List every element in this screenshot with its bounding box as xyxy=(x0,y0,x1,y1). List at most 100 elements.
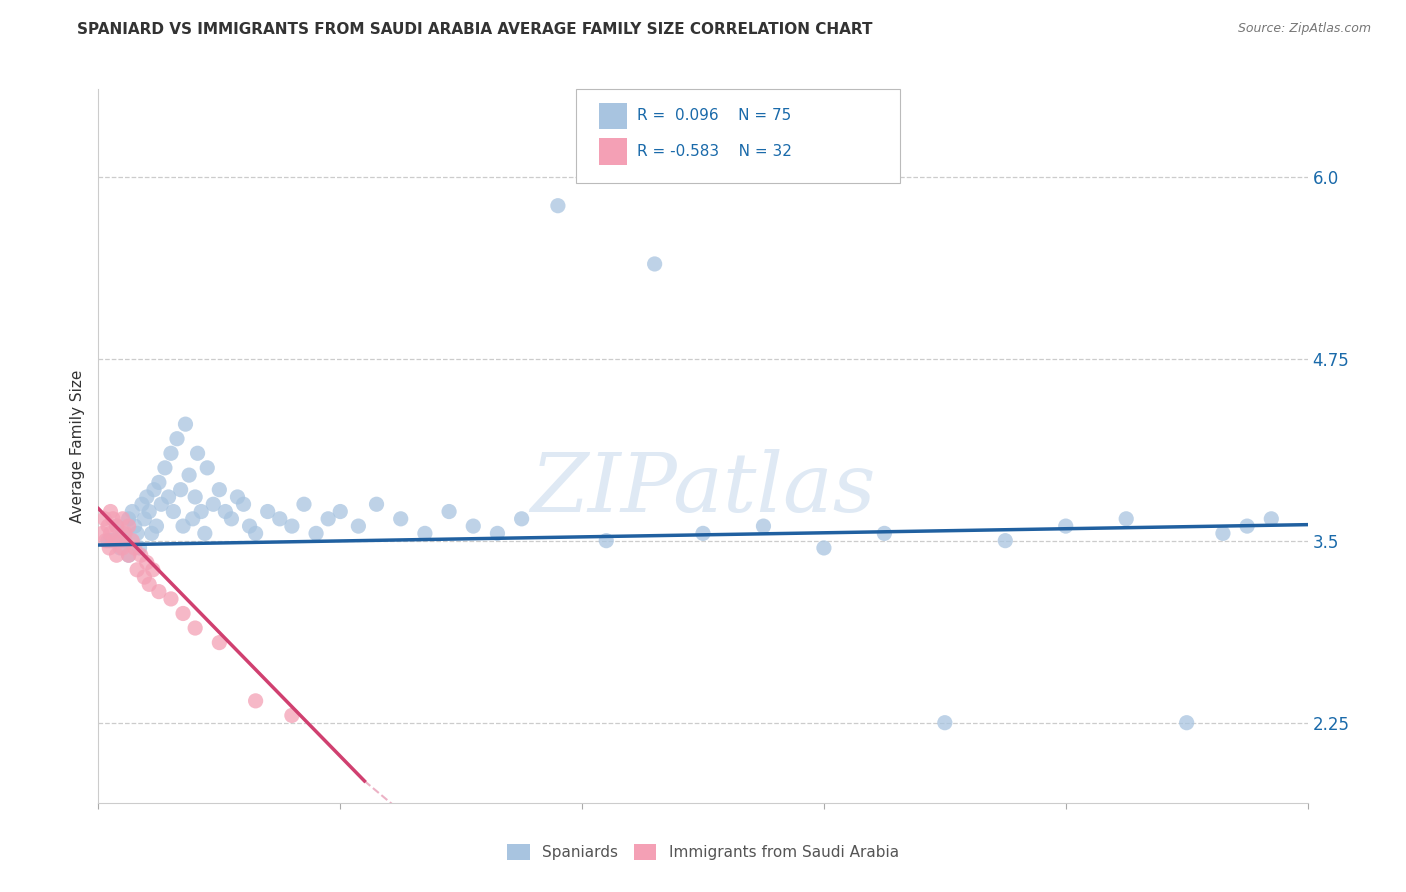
Point xyxy=(162,504,184,518)
Point xyxy=(114,526,136,541)
Point xyxy=(98,541,121,555)
Point xyxy=(644,257,666,271)
Point xyxy=(100,526,122,541)
Point xyxy=(105,548,128,562)
Point xyxy=(226,490,249,504)
Point xyxy=(118,519,141,533)
Point xyxy=(127,563,149,577)
Point xyxy=(221,512,243,526)
Point xyxy=(128,541,150,555)
Point xyxy=(134,570,156,584)
Point xyxy=(101,512,124,526)
Text: ZIPatlas: ZIPatlas xyxy=(530,449,876,529)
Point xyxy=(172,607,194,621)
Point xyxy=(281,519,304,533)
Point xyxy=(127,526,149,541)
Legend: Spaniards, Immigrants from Saudi Arabia: Spaniards, Immigrants from Saudi Arabia xyxy=(501,838,905,866)
Point xyxy=(108,541,131,555)
Point xyxy=(187,446,209,460)
Point xyxy=(114,533,136,548)
Point xyxy=(214,504,236,518)
Point xyxy=(316,512,339,526)
Text: R = -0.583    N = 32: R = -0.583 N = 32 xyxy=(637,145,792,159)
Point xyxy=(1260,512,1282,526)
Point xyxy=(118,512,141,526)
Point xyxy=(305,526,328,541)
Point xyxy=(105,519,128,533)
Point xyxy=(103,533,125,548)
Point xyxy=(145,519,167,533)
Point xyxy=(121,533,143,548)
Point xyxy=(121,504,143,518)
Point xyxy=(100,533,122,548)
Point xyxy=(256,504,278,518)
Point xyxy=(194,526,217,541)
Point xyxy=(135,556,157,570)
Point xyxy=(463,519,485,533)
Point xyxy=(190,504,212,518)
Point xyxy=(118,548,141,562)
Point xyxy=(245,526,267,541)
Point xyxy=(169,483,191,497)
Point xyxy=(510,512,533,526)
Point xyxy=(138,504,160,518)
Point xyxy=(347,519,370,533)
Point xyxy=(437,504,460,518)
Point xyxy=(148,475,170,490)
Point xyxy=(208,483,231,497)
Point xyxy=(994,533,1017,548)
Point xyxy=(111,541,134,555)
Point xyxy=(93,512,115,526)
Point xyxy=(239,519,262,533)
Point xyxy=(1115,512,1137,526)
Point xyxy=(269,512,291,526)
Point xyxy=(184,621,207,635)
Point xyxy=(105,519,128,533)
Point xyxy=(141,526,163,541)
Text: Source: ZipAtlas.com: Source: ZipAtlas.com xyxy=(1237,22,1371,36)
Point xyxy=(1212,526,1234,541)
Point xyxy=(208,635,231,649)
Point xyxy=(202,497,225,511)
Point xyxy=(195,460,218,475)
Point xyxy=(138,577,160,591)
Point xyxy=(245,694,267,708)
Point xyxy=(166,432,188,446)
Point xyxy=(97,519,120,533)
Point xyxy=(366,497,388,511)
Point xyxy=(172,519,194,533)
Point xyxy=(413,526,436,541)
Point xyxy=(547,199,569,213)
Point xyxy=(1175,715,1198,730)
Point xyxy=(91,526,114,541)
Point xyxy=(934,715,956,730)
Point xyxy=(118,548,141,562)
Point xyxy=(595,533,617,548)
Point xyxy=(100,504,122,518)
Point xyxy=(179,468,201,483)
Point xyxy=(143,483,166,497)
Point xyxy=(101,533,124,548)
Point xyxy=(129,548,152,562)
Point xyxy=(134,512,156,526)
Point xyxy=(97,533,120,548)
Point xyxy=(486,526,509,541)
Point xyxy=(94,533,117,548)
Point xyxy=(124,541,146,555)
Point xyxy=(111,526,134,541)
Point xyxy=(692,526,714,541)
Point xyxy=(1054,519,1077,533)
Point xyxy=(292,497,315,511)
Point xyxy=(389,512,412,526)
Point xyxy=(160,591,183,606)
Point xyxy=(111,512,134,526)
Point xyxy=(108,533,131,548)
Point xyxy=(160,446,183,460)
Point xyxy=(1236,519,1258,533)
Text: SPANIARD VS IMMIGRANTS FROM SAUDI ARABIA AVERAGE FAMILY SIZE CORRELATION CHART: SPANIARD VS IMMIGRANTS FROM SAUDI ARABIA… xyxy=(77,22,873,37)
Point xyxy=(873,526,896,541)
Point xyxy=(813,541,835,555)
Point xyxy=(157,490,180,504)
Point xyxy=(135,490,157,504)
Point xyxy=(752,519,775,533)
